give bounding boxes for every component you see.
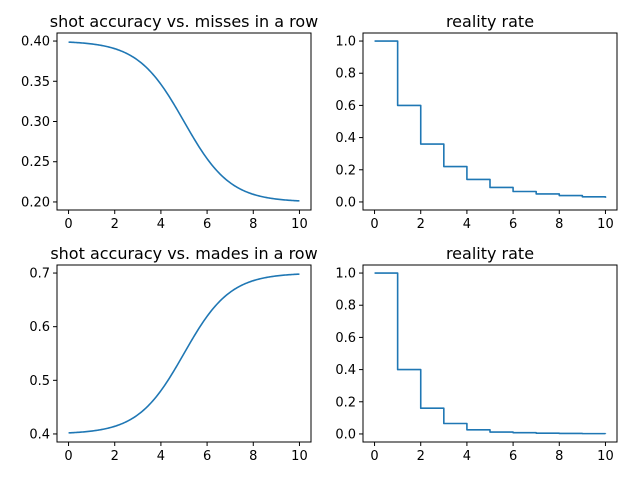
x-tick-label: 8	[249, 217, 257, 232]
x-tick-label: 10	[291, 217, 308, 232]
y-tick-label: 0.40	[21, 35, 50, 50]
y-tick-label: 0.6	[335, 331, 356, 346]
subplot-reality2: reality rate 0 2 4 6 8 10 0.0 0.2 0.4 0.6 0.8 1.0	[335, 244, 618, 464]
chart-title: shot accuracy vs. mades in a row	[50, 244, 317, 263]
x-tick-label: 4	[157, 449, 165, 464]
x-tick-label: 2	[111, 217, 119, 232]
y-tick-label: 0.8	[335, 67, 356, 82]
plot-frame	[56, 32, 312, 211]
subplot-misses: shot accuracy vs. misses in a row 0 2 4 6 8 10…	[21, 12, 318, 232]
x-tick-label: 4	[463, 217, 471, 232]
y-tick-label: 0.4	[335, 363, 356, 378]
y-tick-label: 0.35	[21, 75, 50, 90]
y-tick-label: 0.8	[335, 299, 356, 314]
y-tick-label: 0.7	[29, 267, 50, 282]
x-tick-label: 6	[509, 449, 517, 464]
x-tick-label: 0	[370, 217, 378, 232]
y-tick-label: 0.6	[29, 320, 50, 335]
x-tick-label: 6	[203, 217, 211, 232]
y-tick-label: 0.4	[335, 131, 356, 146]
series-line	[68, 41, 300, 202]
plot-frame	[56, 264, 312, 443]
x-tick-label: 0	[370, 449, 378, 464]
subplot-mades: shot accuracy vs. mades in a row 0 2 4 6 8 10 0…	[29, 244, 317, 464]
x-tick-label: 2	[417, 217, 425, 232]
x-tick-label: 10	[597, 449, 614, 464]
x-tick-label: 0	[64, 217, 72, 232]
x-tick-label: 4	[157, 217, 165, 232]
y-tick-label: 0.5	[29, 374, 50, 389]
plot-frame	[362, 32, 618, 211]
y-tick-label: 0.30	[21, 115, 50, 130]
x-tick-label: 0	[64, 449, 72, 464]
x-tick-label: 8	[555, 217, 563, 232]
y-tick-label: 1.0	[335, 35, 356, 50]
chart-title: shot accuracy vs. misses in a row	[50, 12, 319, 31]
x-tick-label: 2	[417, 449, 425, 464]
y-tick-label: 0.2	[335, 395, 356, 410]
plot-frame	[362, 264, 618, 443]
y-tick-label: 0.0	[335, 195, 356, 210]
y-tick-label: 0.20	[21, 195, 50, 210]
x-tick-label: 6	[203, 449, 211, 464]
x-tick-label: 8	[249, 449, 257, 464]
chart-title: reality rate	[446, 244, 534, 263]
y-tick-label: 0.4	[29, 427, 50, 442]
x-tick-label: 6	[509, 217, 517, 232]
series-line	[68, 273, 300, 434]
y-tick-label: 0.0	[335, 427, 356, 442]
x-tick-label: 8	[555, 449, 563, 464]
x-tick-label: 2	[111, 449, 119, 464]
subplot-reality1: reality rate 0 2 4 6 8 10 0.0 0.2 0.4 0.6 0.8 1.0	[335, 12, 618, 232]
x-tick-label: 10	[291, 449, 308, 464]
series-line	[374, 272, 607, 435]
series-line	[374, 40, 607, 198]
y-tick-label: 0.2	[335, 163, 356, 178]
x-tick-label: 10	[597, 217, 614, 232]
chart-title: reality rate	[446, 12, 534, 31]
x-tick-label: 4	[463, 449, 471, 464]
y-tick-label: 0.6	[335, 99, 356, 114]
y-tick-label: 0.25	[21, 155, 50, 170]
y-tick-label: 1.0	[335, 267, 356, 282]
